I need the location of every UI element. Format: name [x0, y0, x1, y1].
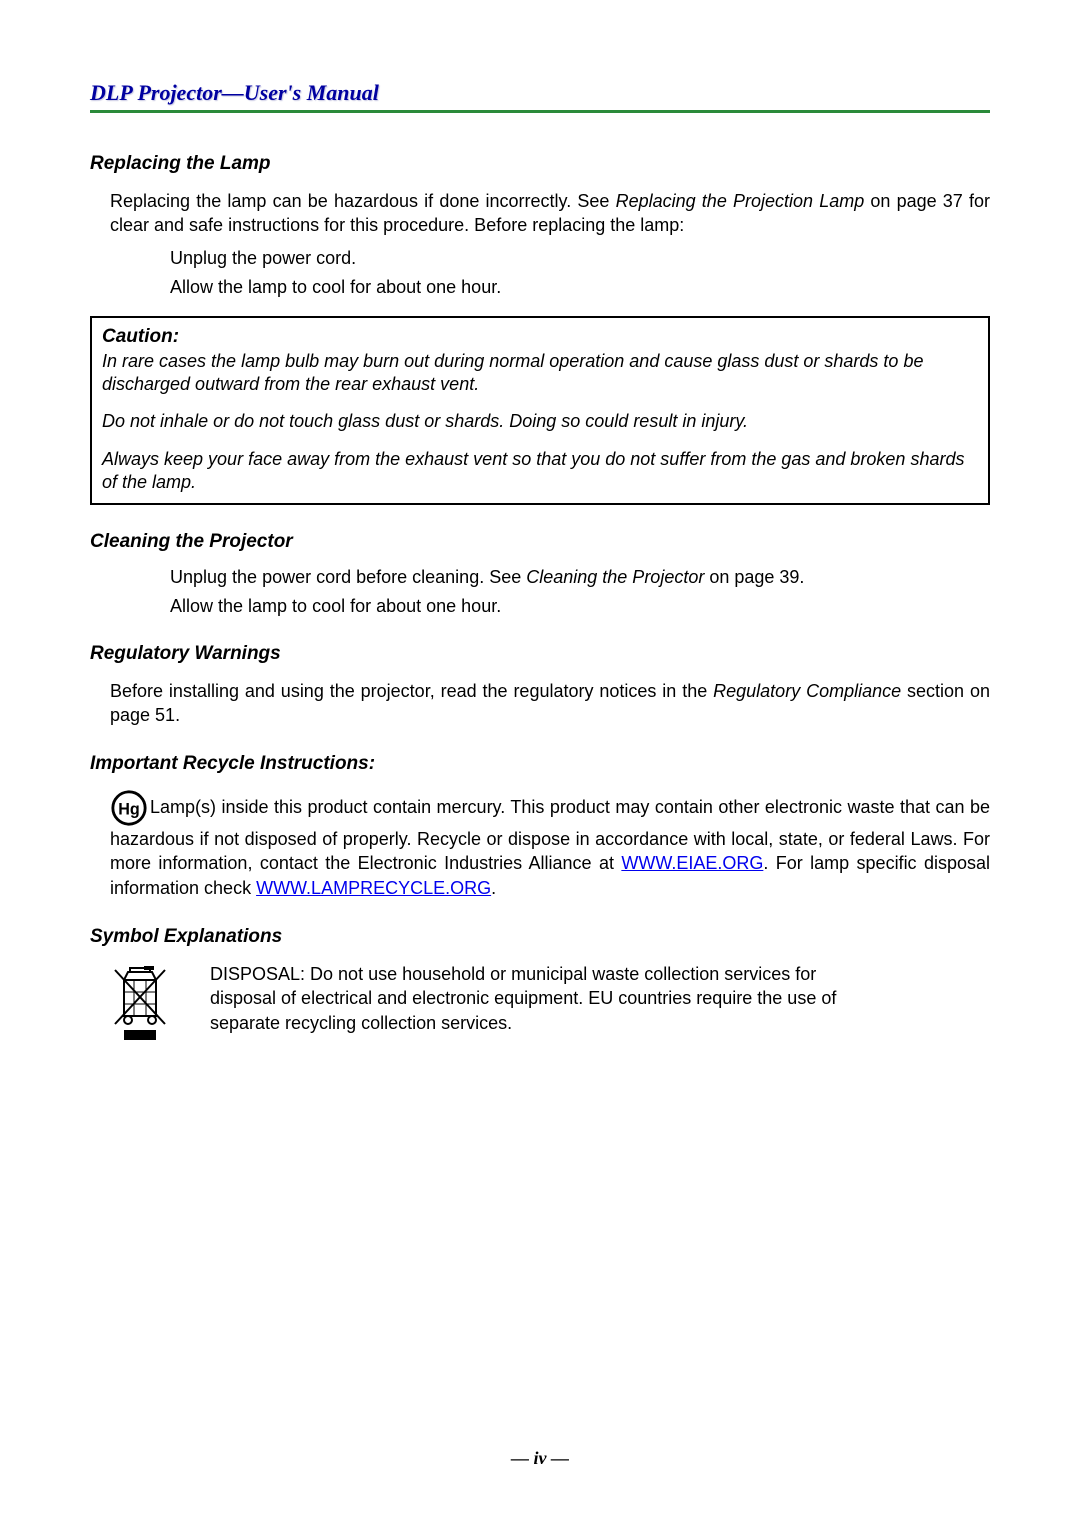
text-part: Unplug the power cord before cleaning. S… — [170, 567, 526, 587]
lamprecycle-link[interactable]: WWW.LAMPRECYCLE.ORG — [256, 878, 491, 898]
section-title-regulatory: Regulatory Warnings — [90, 643, 990, 665]
text-part: Before installing and using the projecto… — [110, 681, 713, 701]
text-part: . — [491, 878, 496, 898]
caution-paragraph: Always keep your face away from the exha… — [102, 448, 978, 495]
section-title-cleaning: Cleaning the Projector — [90, 531, 990, 553]
regulatory-text: Before installing and using the projecto… — [110, 679, 990, 728]
recycle-text: Hg Lamp(s) inside this product contain m… — [110, 789, 990, 900]
text-part: on page 39. — [704, 567, 804, 587]
section-title-replacing-lamp: Replacing the Lamp — [90, 153, 990, 175]
disposal-text: DISPOSAL: Do not use household or munici… — [210, 962, 850, 1035]
caution-paragraph: In rare cases the lamp bulb may burn out… — [102, 350, 978, 397]
caution-paragraph: Do not inhale or do not touch glass dust… — [102, 410, 978, 433]
section-title-recycle: Important Recycle Instructions: — [90, 753, 990, 775]
list-item: Allow the lamp to cool for about one hou… — [170, 596, 990, 617]
document-header: DLP Projector—User's Manual — [90, 80, 990, 113]
replacing-lamp-intro: Replacing the lamp can be hazardous if d… — [110, 189, 990, 238]
disposal-row: DISPOSAL: Do not use household or munici… — [110, 962, 990, 1042]
list-item: Unplug the power cord before cleaning. S… — [170, 567, 990, 588]
reference-text: Cleaning the Projector — [526, 567, 704, 587]
list-item: Allow the lamp to cool for about one hou… — [170, 277, 990, 298]
weee-disposal-icon — [110, 962, 170, 1042]
list-item: Unplug the power cord. — [170, 248, 990, 269]
page-footer: — iv — — [0, 1448, 1080, 1469]
caution-title: Caution: — [102, 326, 978, 348]
mercury-icon: Hg — [110, 789, 148, 827]
text-part: Replacing the lamp can be hazardous if d… — [110, 191, 616, 211]
reference-text: Regulatory Compliance — [713, 681, 901, 701]
svg-text:Hg: Hg — [118, 801, 140, 819]
reference-text: Replacing the Projection Lamp — [616, 191, 865, 211]
eiae-link[interactable]: WWW.EIAE.ORG — [621, 853, 763, 873]
caution-box: Caution: In rare cases the lamp bulb may… — [90, 316, 990, 505]
section-title-symbol: Symbol Explanations — [90, 926, 990, 948]
